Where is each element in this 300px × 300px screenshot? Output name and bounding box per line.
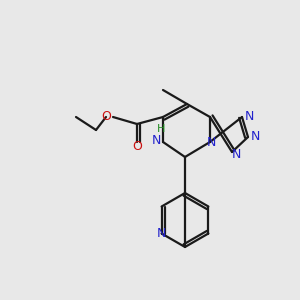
Text: O: O: [132, 140, 142, 154]
Text: H: H: [157, 124, 165, 134]
Text: N: N: [157, 227, 166, 240]
Text: N: N: [206, 136, 216, 149]
Text: O: O: [101, 110, 111, 122]
Text: N: N: [250, 130, 260, 143]
Text: N: N: [231, 148, 241, 161]
Text: N: N: [244, 110, 254, 124]
Text: N: N: [151, 134, 161, 148]
